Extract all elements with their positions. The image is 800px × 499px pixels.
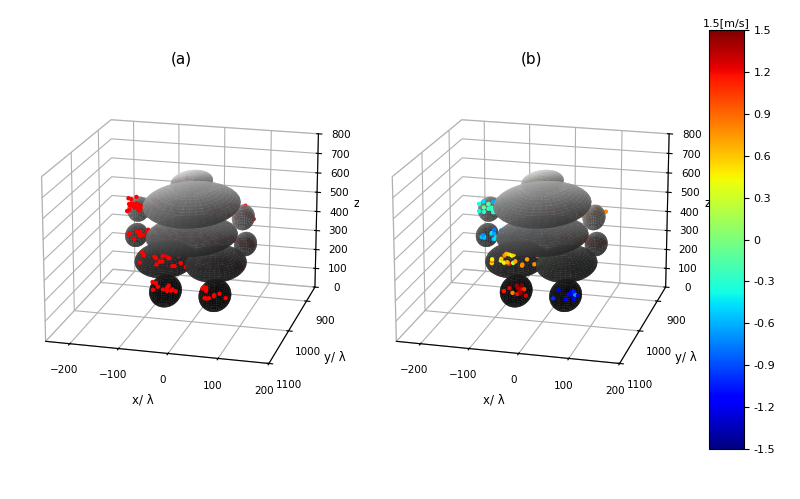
Title: (b): (b) (521, 51, 542, 66)
Y-axis label: y/ λ: y/ λ (324, 351, 346, 364)
Title: 1.5[m/s]: 1.5[m/s] (703, 18, 750, 28)
X-axis label: x/ λ: x/ λ (133, 394, 154, 407)
Title: (a): (a) (170, 51, 191, 66)
Y-axis label: y/ λ: y/ λ (674, 351, 696, 364)
X-axis label: x/ λ: x/ λ (483, 394, 505, 407)
